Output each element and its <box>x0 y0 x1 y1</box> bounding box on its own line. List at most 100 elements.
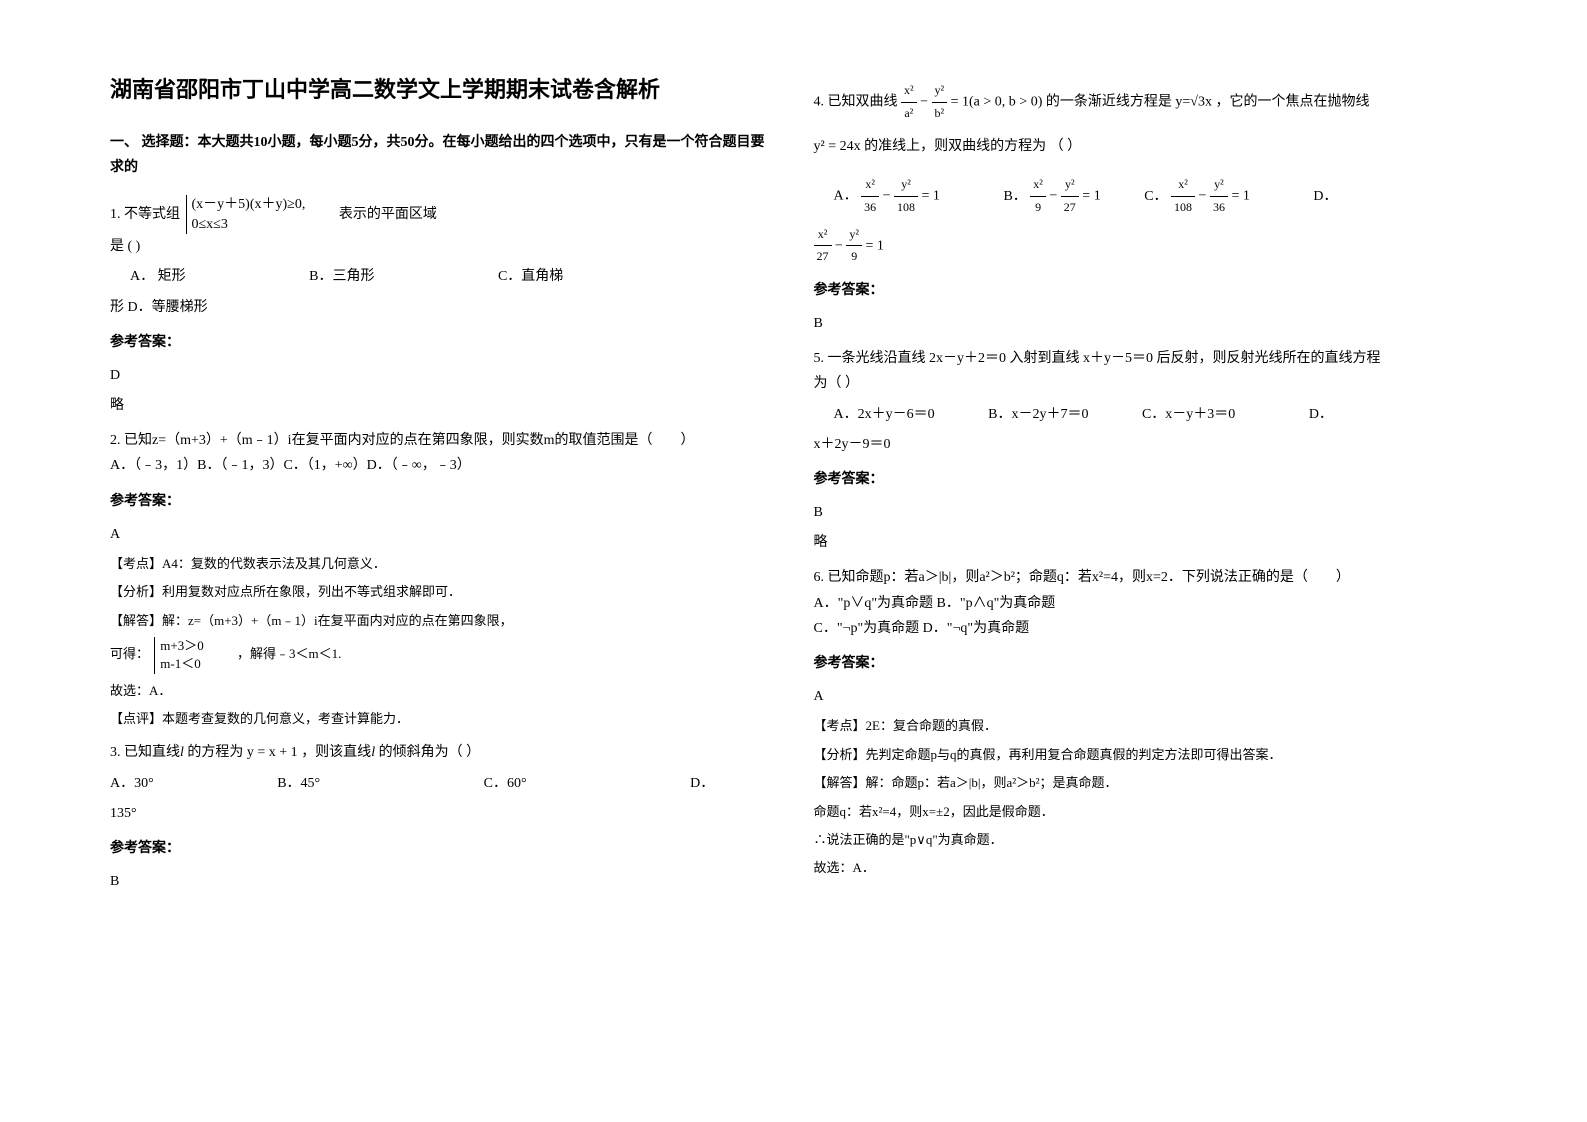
q4-optA: A． <box>834 189 858 204</box>
q2-text: 2. 已知z=（m+3）+（m﹣1）i在复平面内对应的点在第四象限，则实数m的取… <box>110 428 774 453</box>
q5-answer-label: 参考答案： <box>814 467 1478 492</box>
q1-suffix: 是 ( ) <box>110 234 774 259</box>
q5-eq2: x＋y－5＝0 <box>1083 351 1153 366</box>
q2-answer-label: 参考答案： <box>110 489 774 514</box>
q6-exp6: 故选：A． <box>814 856 1478 879</box>
q3-optB: B．45° <box>277 776 320 791</box>
frac-icon: y²27 <box>1061 174 1079 218</box>
page-title: 湖南省邵阳市丁山中学高二数学文上学期期末试卷含解析 <box>110 70 774 110</box>
q4-optB: B． <box>1003 189 1026 204</box>
q5-note: 略 <box>814 530 1478 555</box>
q6-optC: C．"¬p"为真命题 D．"¬q"为真命题 <box>814 616 1478 641</box>
q3-prefix: 3. 已知直线 <box>110 745 180 760</box>
frac-icon: x²27 <box>814 224 832 268</box>
q1-optC: C．直角梯 <box>498 269 563 284</box>
q4-optD: D． <box>1313 189 1337 204</box>
q4-optC: C． <box>1144 189 1167 204</box>
q1-options: A． 矩形 B．三角形 C．直角梯 <box>110 264 774 289</box>
q6-exp4: 命题q：若x²=4，则x=±2，因此是假命题． <box>814 800 1478 823</box>
frac-icon: x²36 <box>861 174 879 218</box>
q1-mid: 表示的平面区域 <box>339 207 437 222</box>
q2-answer: A <box>110 522 774 547</box>
q4-line2a: y² = 24x <box>814 139 861 154</box>
q4-mid2: ，它的一个焦点在抛物线 <box>1215 94 1369 109</box>
q3-options: A．30° B．45° C．60° D． <box>110 771 774 796</box>
q5-answer: B <box>814 500 1478 525</box>
q5-mid: 入射到直线 <box>1010 351 1080 366</box>
q4-options: A． x²36 − y²108 = 1 B． x²9 − y²27 = 1 C．… <box>834 174 1478 218</box>
q2-exp4-suffix: ，解得﹣3＜m＜1. <box>237 646 341 661</box>
q4-answer: B <box>814 311 1478 336</box>
q3-optD: D． <box>690 776 714 791</box>
q1-cases: (x－y＋5)(x＋y)≥0, 0≤x≤3 <box>186 195 306 234</box>
question-5: 5. 一条光线沿直线 2x－y＋2＝0 入射到直线 x＋y－5＝0 后反射，则反… <box>814 346 1478 457</box>
q5-optB: B．x－2y＋7＝0 <box>988 407 1088 422</box>
question-3: 3. 已知直线l 的方程为 y = x + 1 ，则该直线l 的倾斜角为（ ） … <box>110 740 774 826</box>
q1-line3: 形 D．等腰梯形 <box>110 295 774 320</box>
q5-optD: D． <box>1309 407 1333 422</box>
q3-answer: B <box>110 869 774 894</box>
q2-exp4-prefix: 可得： <box>110 646 149 661</box>
q5-optD2: x＋2y－9＝0 <box>814 432 1478 457</box>
q2-exp4: 可得： m+3＞0 m-1＜0 ，解得﹣3＜m＜1. <box>110 637 774 673</box>
frac-icon: x²a² <box>901 80 917 124</box>
q5-line2: 为（ ） <box>814 371 1478 396</box>
q1-optA: A． 矩形 <box>130 269 186 284</box>
question-4: 4. 已知双曲线 x²a² − y²b² = 1(a > 0, b > 0) 的… <box>814 80 1478 268</box>
question-6: 6. 已知命题p：若a＞|b|，则a²＞b²；命题q：若x²=4，则x=2．下列… <box>814 565 1478 641</box>
q4-line2b: 的准线上，则双曲线的方程为 （ ） <box>864 139 1081 154</box>
q4-answer-label: 参考答案： <box>814 278 1478 303</box>
q3-eq: y = x + 1 <box>247 745 298 760</box>
q5-suffix: 后反射，则反射光线所在的直线方程 <box>1157 351 1381 366</box>
q3-answer-label: 参考答案： <box>110 836 774 861</box>
q6-exp1: 【考点】2E：复合命题的真假． <box>814 714 1478 737</box>
section-header: 一、 选择题：本大题共10小题，每小题5分，共50分。在每小题给出的四个选项中，… <box>110 130 774 180</box>
q3-optD2: 135° <box>110 801 774 826</box>
q3-mid1: 的方程为 <box>187 745 243 760</box>
q6-exp2: 【分析】先判定命题p与q的真假，再利用复合命题真假的判定方法即可得出答案． <box>814 743 1478 766</box>
q2-exp2: 【分析】利用复数对应点所在象限，列出不等式组求解即可． <box>110 580 774 603</box>
q5-options: A．2x＋y－6＝0 B．x－2y＋7＝0 C．x－y＋3＝0 D． <box>834 402 1478 427</box>
q2-c1: m+3＞0 <box>160 637 203 655</box>
q2-options: A．（﹣3，1）B．（﹣1，3）C．（1，+∞）D．（﹣∞，﹣3） <box>110 453 774 478</box>
q4-prefix: 4. 已知双曲线 <box>814 94 898 109</box>
question-2: 2. 已知z=（m+3）+（m﹣1）i在复平面内对应的点在第四象限，则实数m的取… <box>110 428 774 478</box>
q1-case2: 0≤x≤3 <box>192 215 306 235</box>
q5-eq1: 2x－y＋2＝0 <box>929 351 1006 366</box>
q6-optA: A．"p∨q"为真命题 B．"p∧q"为真命题 <box>814 591 1478 616</box>
q2-exp5: 故选：A． <box>110 679 774 702</box>
q4-cond: = 1(a > 0, b > 0) <box>951 94 1043 109</box>
q2-exp3: 【解答】解：z=（m+3）+（m﹣1）i在复平面内对应的点在第四象限， <box>110 609 774 632</box>
q5-optA: A．2x＋y－6＝0 <box>834 407 935 422</box>
q6-exp3: 【解答】解：命题p：若a＞|b|，则a²＞b²；是真命题． <box>814 771 1478 794</box>
question-1: 1. 不等式组 (x－y＋5)(x＋y)≥0, 0≤x≤3 表示的平面区域 是 … <box>110 195 774 320</box>
q3-optA: A．30° <box>110 776 154 791</box>
left-column: 湖南省邵阳市丁山中学高二数学文上学期期末试卷含解析 一、 选择题：本大题共10小… <box>90 70 794 1052</box>
q2-cases: m+3＞0 m-1＜0 <box>154 637 203 673</box>
right-column: 4. 已知双曲线 x²a² − y²b² = 1(a > 0, b > 0) 的… <box>794 70 1498 1052</box>
q6-text: 6. 已知命题p：若a＞|b|，则a²＞b²；命题q：若x²=4，则x=2．下列… <box>814 565 1478 590</box>
frac-icon: x²9 <box>1030 174 1046 218</box>
frac-icon: y²108 <box>894 174 918 218</box>
q3-optC: C．60° <box>484 776 527 791</box>
q1-answer: D <box>110 363 774 388</box>
q1-prefix: 1. 不等式组 <box>110 207 180 222</box>
frac-icon: y²36 <box>1210 174 1228 218</box>
q1-note: 略 <box>110 393 774 418</box>
q3-suffix: 的倾斜角为（ ） <box>379 745 481 760</box>
frac-icon: x²108 <box>1171 174 1195 218</box>
q1-case1: (x－y＋5)(x＋y)≥0, <box>192 195 306 215</box>
q2-c2: m-1＜0 <box>160 655 203 673</box>
frac-icon: y²b² <box>932 80 948 124</box>
q6-exp5: ∴说法正确的是"p∨q"为真命题． <box>814 828 1478 851</box>
q5-prefix: 5. 一条光线沿直线 <box>814 351 926 366</box>
q6-answer-label: 参考答案： <box>814 651 1478 676</box>
frac-icon: y²9 <box>846 224 862 268</box>
q4-optD-eq: x²27 − y²9 = 1 <box>814 224 1478 268</box>
q1-answer-label: 参考答案： <box>110 330 774 355</box>
q3-mid2: ，则该直线 <box>301 745 371 760</box>
q1-optB: B．三角形 <box>309 269 374 284</box>
q4-mid1: 的一条渐近线方程是 y= <box>1046 94 1190 109</box>
q2-exp6: 【点评】本题考查复数的几何意义，考查计算能力． <box>110 707 774 730</box>
q2-exp1: 【考点】A4：复数的代数表示法及其几何意义． <box>110 552 774 575</box>
